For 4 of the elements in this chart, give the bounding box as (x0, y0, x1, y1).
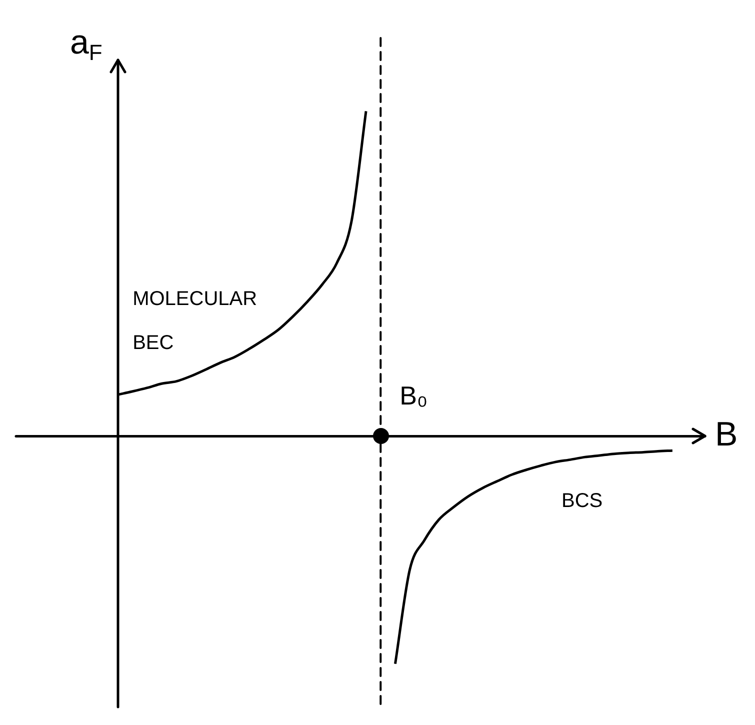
x-axis-title: B (715, 416, 738, 454)
annotation: BCS (562, 490, 603, 512)
annotation: MOLECULAR BEC (132, 288, 258, 354)
annotation: B₀ (400, 380, 428, 410)
